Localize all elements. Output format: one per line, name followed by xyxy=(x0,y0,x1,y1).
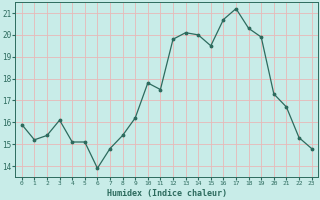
X-axis label: Humidex (Indice chaleur): Humidex (Indice chaleur) xyxy=(107,189,227,198)
